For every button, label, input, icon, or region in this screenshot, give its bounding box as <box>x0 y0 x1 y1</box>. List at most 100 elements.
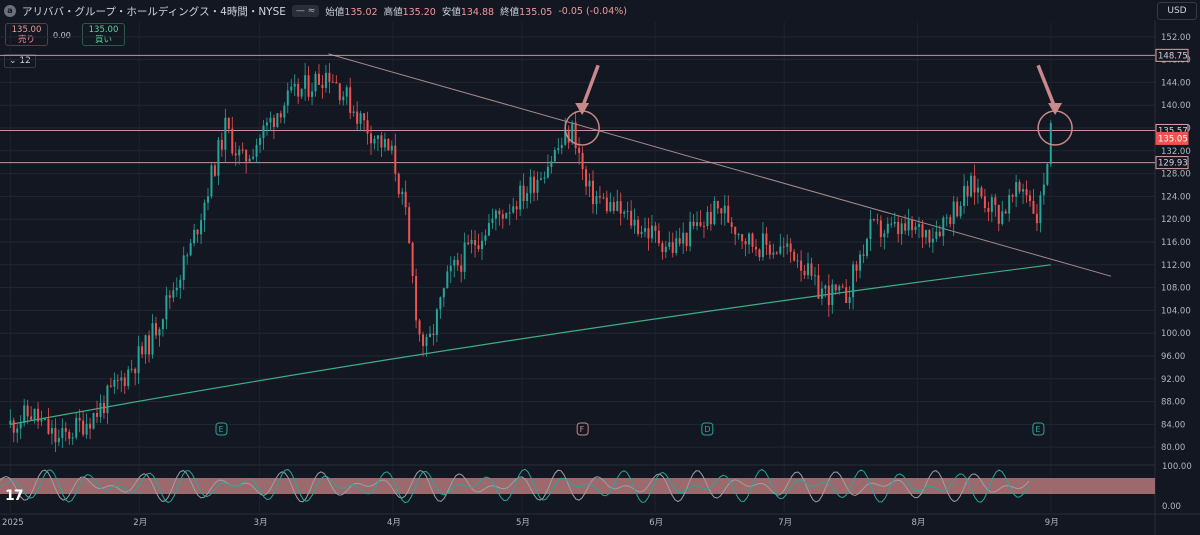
descending-trendline <box>328 53 1112 277</box>
candle-body <box>952 201 955 224</box>
candle-body <box>709 211 712 225</box>
candle-body <box>886 223 889 234</box>
candle-body <box>713 200 716 225</box>
candle-body <box>64 428 67 432</box>
y-tick-label: 132.00 <box>1161 147 1191 157</box>
candle-body <box>876 219 879 221</box>
candle-body <box>536 179 539 193</box>
y-tick-label: 96.00 <box>1161 352 1185 362</box>
candle-body <box>664 246 667 253</box>
candle-body <box>193 229 196 244</box>
x-tick-label: 7月 <box>778 518 792 528</box>
candle-body <box>661 243 664 253</box>
candle-body <box>370 133 373 144</box>
candle-body <box>127 369 130 386</box>
annotations <box>564 64 1073 146</box>
x-tick-label: 2月 <box>133 518 147 528</box>
candle-body <box>741 234 744 242</box>
y-tick-label: 120.00 <box>1161 215 1191 225</box>
candle-body <box>904 223 907 231</box>
candle-body <box>366 120 369 134</box>
candle-body <box>262 125 265 139</box>
oscillator-pane: 100.00 0.00 <box>0 462 1192 512</box>
candle-body <box>865 239 868 256</box>
sell-button[interactable]: 135.00 売り <box>5 23 48 46</box>
candle-body <box>148 335 151 355</box>
candle-body <box>976 187 979 193</box>
y-tick-label: 128.00 <box>1161 170 1191 180</box>
candle-body <box>644 228 647 232</box>
candle-body <box>831 284 834 306</box>
candle-body <box>50 428 53 434</box>
chevron-down-icon: ⌄ <box>9 56 17 66</box>
candle-body <box>120 377 123 381</box>
candle-body <box>588 180 591 187</box>
candle-body <box>345 87 348 97</box>
candle-body <box>338 83 341 101</box>
candle-body <box>213 165 216 176</box>
price-label: 148.75 <box>1158 51 1188 61</box>
x-tick-label: 9月 <box>1045 518 1059 528</box>
ohlc-open: 始値135.02 <box>325 7 378 18</box>
drawing-lines <box>0 53 1155 425</box>
candle-body <box>380 135 383 148</box>
x-tick-label: 6月 <box>649 518 663 528</box>
candle-body <box>179 279 182 288</box>
chart-header: a アリババ・グループ・ホールディングス・4時間・NYSE — ≈ 始値135.… <box>4 2 627 20</box>
buy-button[interactable]: 135.00 買い <box>82 23 125 46</box>
candle-body <box>304 75 307 89</box>
candle-body <box>983 196 986 209</box>
candle-body <box>526 193 529 202</box>
candle-body <box>1049 122 1052 165</box>
candle-body <box>453 259 456 266</box>
candle-body <box>900 223 903 235</box>
candle-body <box>356 111 359 124</box>
candle-body <box>671 242 674 253</box>
candle-body <box>321 84 324 89</box>
candle-body <box>612 202 615 211</box>
candle-body <box>675 238 678 253</box>
candle-body <box>1004 211 1007 214</box>
candle-body <box>716 200 719 209</box>
y-tick-label: 104.00 <box>1161 306 1191 316</box>
candle-body <box>935 231 938 239</box>
candle-body <box>85 423 88 435</box>
symbol-title[interactable]: アリババ・グループ・ホールディングス・4時間・NYSE <box>22 5 286 18</box>
candle-body <box>342 96 345 101</box>
candle-body <box>990 197 993 212</box>
candle-body <box>959 206 962 217</box>
candle-body <box>744 241 747 245</box>
candle-body <box>796 260 799 262</box>
candle-body <box>186 255 189 257</box>
candle-body <box>650 225 653 239</box>
candle-body <box>23 405 26 424</box>
candle-body <box>841 286 844 288</box>
candle-body <box>1015 182 1018 197</box>
candle-body <box>616 201 619 211</box>
candle-body <box>585 169 588 187</box>
price-label: 135.05 <box>1158 134 1188 144</box>
indicators-toggle[interactable]: ⌄ 12 <box>4 54 36 68</box>
candle-body <box>574 122 577 148</box>
sell-price: 135.00 <box>11 25 42 35</box>
ohlc-low: 安値134.88 <box>441 7 495 18</box>
candle-body <box>352 111 355 113</box>
currency-selector[interactable]: USD <box>1157 2 1197 20</box>
y-tick-label: 116.00 <box>1161 238 1191 248</box>
event-marker-label: E <box>1035 425 1040 434</box>
compare-icon[interactable]: — ≈ <box>291 5 320 17</box>
candle-body <box>1046 164 1049 185</box>
candle-body <box>855 264 858 271</box>
candle-body <box>168 295 171 298</box>
candle-body <box>786 243 789 247</box>
x-tick-label: 3月 <box>254 518 268 528</box>
spread-value: 0.00 <box>53 31 71 40</box>
candle-body <box>387 138 390 151</box>
candle-body <box>550 161 553 167</box>
y-tick-label: 124.00 <box>1161 192 1191 202</box>
candle-body <box>92 413 95 429</box>
candle-body <box>963 185 966 207</box>
candle-body <box>19 423 22 429</box>
candle-body <box>106 385 109 414</box>
